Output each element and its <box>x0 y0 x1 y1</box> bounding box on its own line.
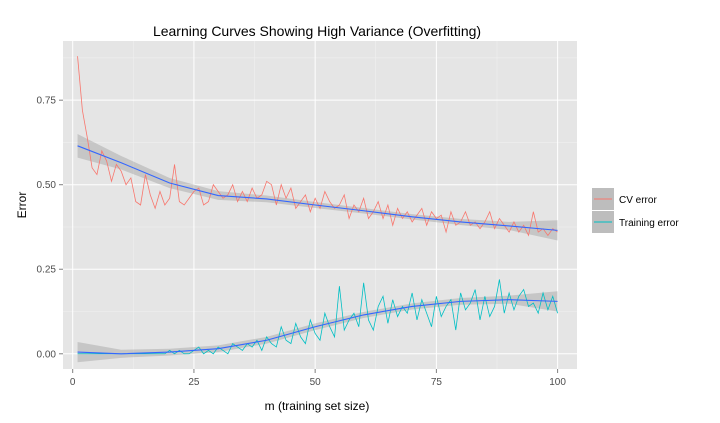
y-tick-label: 0.75 <box>37 96 57 107</box>
y-axis: 0.00 0.25 0.50 0.75 <box>37 96 63 360</box>
y-tick-label: 0.25 <box>37 265 57 276</box>
x-tick-label: 0 <box>70 377 76 388</box>
series-line-training-error <box>77 279 558 355</box>
legend-label-training-error: Training error <box>619 218 679 229</box>
confidence-bands <box>77 133 558 363</box>
series-line-cv-error-fit <box>77 145 558 231</box>
confidence-band-3 <box>77 291 558 363</box>
plot-panel <box>63 41 577 369</box>
confidence-band-2 <box>77 133 558 241</box>
x-tick-label: 50 <box>310 377 322 388</box>
x-tick-label: 25 <box>188 377 200 388</box>
x-tick-label: 75 <box>431 377 443 388</box>
x-axis-title: m (training set size) <box>265 399 370 413</box>
x-tick-label: 100 <box>549 377 566 388</box>
legend: CV error Training error <box>592 188 679 233</box>
y-tick-label: 0.50 <box>37 180 57 191</box>
y-tick-label: 0.00 <box>37 349 57 360</box>
y-axis-title: Error <box>15 192 29 219</box>
series-lines <box>77 56 558 355</box>
chart-title: Learning Curves Showing High Variance (O… <box>153 23 481 39</box>
series-line-cv-error <box>77 56 558 237</box>
x-axis: 0 25 50 75 100 <box>70 369 566 388</box>
legend-label-cv-error: CV error <box>619 195 657 206</box>
series-line-training-error-fit <box>77 299 558 355</box>
